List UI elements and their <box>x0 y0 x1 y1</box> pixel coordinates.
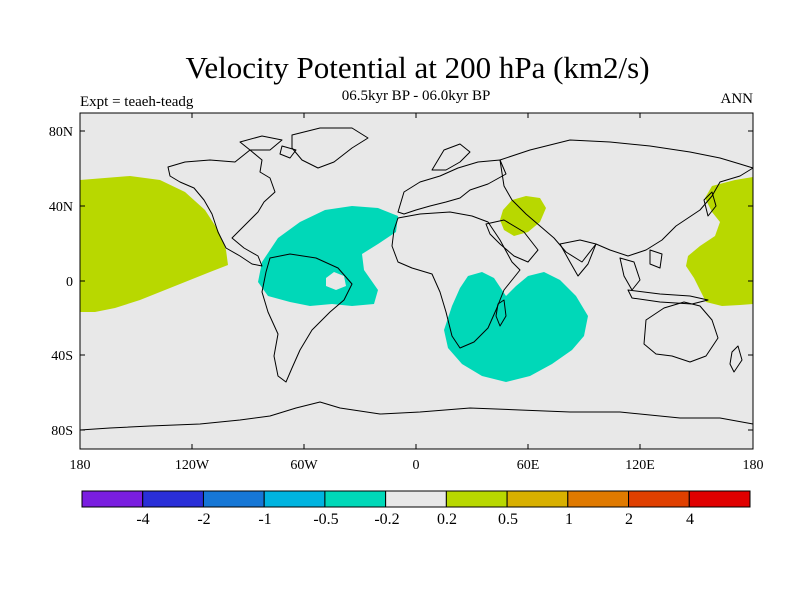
colorbar-label: -0.5 <box>313 511 338 528</box>
positive-region-east-pacific <box>80 176 228 312</box>
lat-label-80s: 80S <box>51 424 73 439</box>
coast-indonesia <box>627 289 709 305</box>
coast-australia <box>643 301 719 363</box>
coast-india <box>559 239 597 277</box>
longitude-axis <box>79 113 754 449</box>
colorbar-label: -1 <box>258 511 271 528</box>
season-label: ANN <box>720 91 754 107</box>
coast-europe <box>397 159 507 215</box>
lon-label-60w: 60W <box>290 458 318 473</box>
positive-region-west-pacific <box>686 177 753 306</box>
colorbar-swatch <box>81 490 144 508</box>
coastlines <box>79 127 754 431</box>
colorbar-swatch <box>385 490 447 508</box>
coast-new-zealand <box>729 345 743 373</box>
lat-label-40n: 40N <box>49 200 73 215</box>
plot-title: Velocity Potential at 200 hPa (km2/s) <box>185 50 650 85</box>
lat-label-80n: 80N <box>49 125 73 140</box>
lon-label-120w: 120W <box>175 458 210 473</box>
coast-antarctica <box>79 401 754 431</box>
coast-north-america <box>167 149 276 267</box>
lon-label-60e: 60E <box>517 458 540 473</box>
coast-southeast-asia <box>619 249 663 291</box>
colorbar-swatch <box>567 490 630 508</box>
colorbar-swatch <box>688 490 751 508</box>
colorbar-swatch <box>445 490 508 508</box>
colorbar-labels: -4 -2 -1 -0.5 -0.2 0.2 0.5 1 2 4 <box>136 511 694 528</box>
coast-arctic-islands <box>239 135 297 159</box>
colorbar-swatch <box>263 490 326 508</box>
coast-japan <box>703 191 717 217</box>
coast-greenland <box>291 127 369 169</box>
colorbar-label: -4 <box>136 511 149 528</box>
colorbar-swatch <box>628 490 690 508</box>
lon-label-120e: 120E <box>625 458 655 473</box>
coast-africa <box>391 211 521 349</box>
colorbar-swatch <box>142 490 204 508</box>
coast-south-america <box>261 253 353 383</box>
colorbar-label: 1 <box>565 511 573 528</box>
coast-madagascar <box>495 299 507 327</box>
colorbar-swatch <box>202 490 265 508</box>
colorbar-label: -0.2 <box>374 511 399 528</box>
coast-asia <box>499 139 754 263</box>
negative-anomaly-regions <box>258 206 588 382</box>
lat-label-0: 0 <box>66 275 73 290</box>
map-background <box>80 113 753 449</box>
negative-region-indian-ocean <box>444 272 588 382</box>
colorbar-label: -2 <box>197 511 210 528</box>
lon-label-0: 0 <box>413 458 420 473</box>
colorbar-label: 2 <box>625 511 633 528</box>
positive-anomaly-regions <box>80 176 753 312</box>
colorbar-label: 0.2 <box>437 511 457 528</box>
latitude-axis <box>80 130 753 431</box>
positive-region-middle-east <box>500 196 546 236</box>
colorbar <box>81 490 751 508</box>
colorbar-swatch <box>324 490 387 508</box>
negative-region-atlantic <box>258 206 398 306</box>
lon-label-180e: 180 <box>743 458 764 473</box>
colorbar-label: 0.5 <box>498 511 518 528</box>
coast-scandinavia <box>431 143 471 171</box>
colorbar-label: 4 <box>686 511 694 528</box>
experiment-label: Expt = teaeh-teadg <box>80 94 194 110</box>
lon-label-180w: 180 <box>70 458 91 473</box>
colorbar-swatch <box>506 490 569 508</box>
lat-label-40s: 40S <box>51 349 73 364</box>
coast-arabia <box>485 219 539 263</box>
plot-subtitle: 06.5kyr BP - 06.0kyr BP <box>341 88 491 104</box>
